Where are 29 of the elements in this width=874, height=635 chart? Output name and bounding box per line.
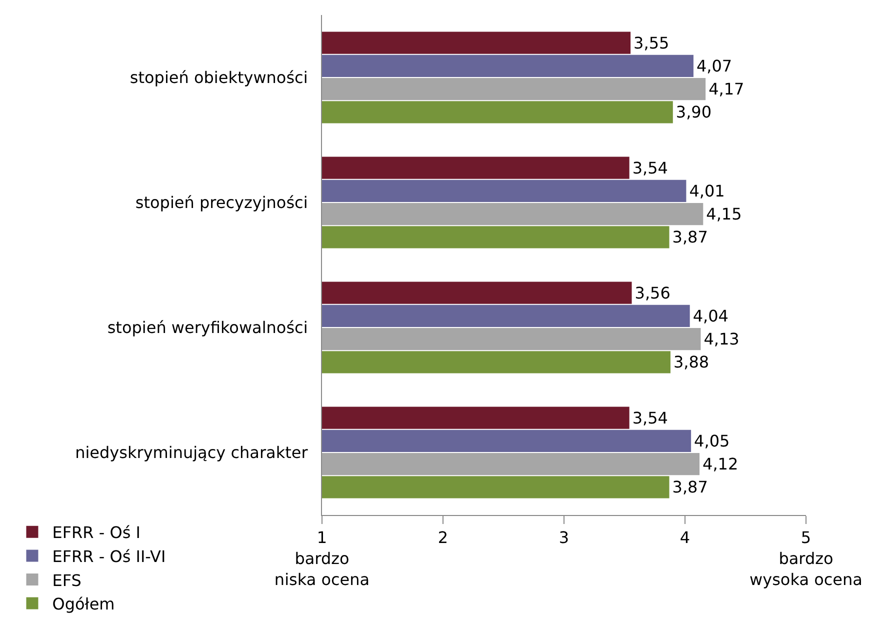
data-label: 3,87: [672, 478, 708, 497]
y-tick-label: stopień obiektywności: [130, 68, 308, 88]
data-label: 4,12: [702, 454, 738, 474]
data-label: 3,54: [632, 158, 668, 178]
data-label: 4,07: [696, 56, 732, 76]
data-label: 3,90: [676, 102, 712, 122]
data-label: 3,54: [632, 408, 668, 428]
data-label: 4,04: [692, 306, 728, 326]
x-tick-label: 2: [438, 528, 448, 548]
x-tick-label: 3: [558, 528, 570, 548]
data-label: 3,56: [634, 283, 670, 302]
y-tick-label: niedyskryminujący charakter: [75, 443, 308, 462]
data-label: 3,55: [634, 33, 670, 52]
data-label: 4,01: [689, 181, 725, 200]
data-label: 3,87: [672, 228, 708, 247]
legend-label: EFRR - Oś II-VI: [52, 546, 166, 566]
legend-label: Ogółem: [52, 594, 115, 614]
data-label: 4,13: [704, 330, 740, 349]
data-label: 3,88: [673, 352, 710, 372]
data-label: 4,15: [706, 204, 742, 224]
data-label: 4,05: [694, 431, 730, 450]
legend-label: EFRR - Oś I: [52, 523, 140, 542]
x-tick-label: 1 bardzo niska ocena: [274, 528, 370, 589]
x-tick-label: 5 bardzo wysoka ocena: [750, 528, 862, 589]
legend-label: EFS: [52, 570, 82, 590]
x-tick-label: 4: [680, 528, 690, 548]
data-label: 4,17: [708, 80, 744, 99]
y-tick-label: stopień weryfikowalności: [107, 318, 308, 338]
y-tick-label: stopień precyzyjności: [135, 193, 308, 212]
